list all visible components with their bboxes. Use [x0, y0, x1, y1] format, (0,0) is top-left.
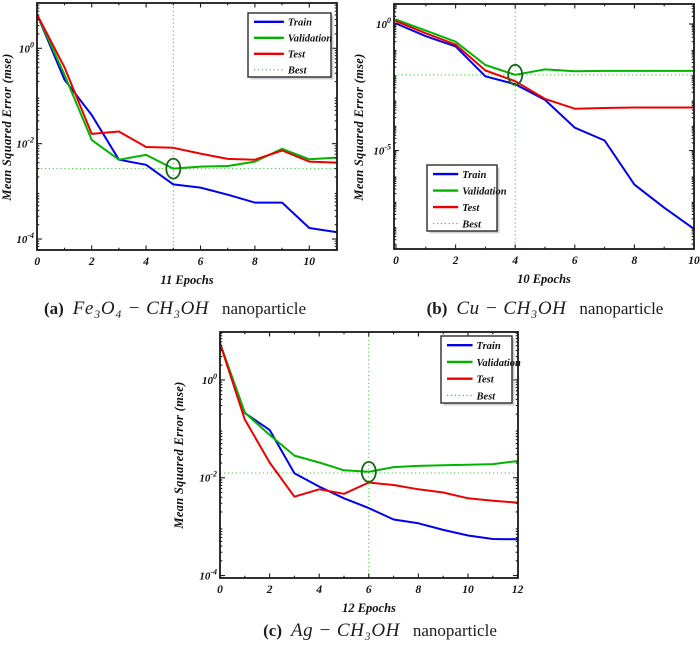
- axes-box: [36, 2, 338, 251]
- y-tick-label: 100: [19, 40, 34, 55]
- y-tick-label: 100: [376, 16, 391, 31]
- x-tick-label: 8: [416, 584, 422, 596]
- caption-label: (a): [43, 299, 64, 318]
- legend-item-test: Test: [477, 375, 495, 386]
- legend-item-train: Train: [288, 18, 312, 29]
- caption-label: (c): [263, 621, 282, 640]
- test-line: [36, 14, 338, 164]
- y-axis-label: Mean Squared Error (mse): [352, 53, 366, 201]
- legend-item-best: Best: [476, 391, 497, 402]
- legend: Train Validation Test Best: [247, 12, 334, 80]
- best-point-circle-marker: [360, 460, 377, 483]
- validation-line: [219, 342, 519, 473]
- figure-c-caption: (c) Ag − CH₃OH nanoparticle: [200, 620, 560, 642]
- training-performance-plot-a: 0 2 4 6 8 10 100 10-2 10-4 11 Epochs Mean Squared …: [0, 0, 350, 296]
- legend-item-train: Train: [462, 170, 486, 181]
- legend: Train Validation Test Best: [426, 164, 507, 234]
- y-axis-label: Mean Squared Error (mse): [172, 381, 186, 529]
- x-tick-label: 2: [266, 584, 273, 596]
- caption-suffix: nanoparticle: [412, 621, 497, 640]
- legend-item-best: Best: [461, 219, 482, 230]
- legend: Train Validation Test Best: [440, 335, 522, 406]
- ticks: [394, 3, 695, 249]
- caption-formula: Cu − CH₃OH: [456, 298, 567, 319]
- chart-svg-a: 0 2 4 6 8 10 100 10-2 10-4 11 Epochs Mean Squared …: [0, 2, 338, 287]
- y-tick-label: 100: [202, 372, 217, 387]
- chart-root: 0 2 4 6 8 10 100 10-5 10 Epochs Mean Squared Erro…: [352, 3, 700, 286]
- x-tick-label: 0: [217, 584, 223, 596]
- ticks: [219, 332, 519, 579]
- x-axis-label: 11 Epochs: [160, 273, 213, 287]
- train-line: [219, 342, 519, 541]
- x-tick-label: 8: [252, 256, 258, 268]
- chart-svg-b: 0 2 4 6 8 10 100 10-5 10 Epochs Mean Squared Erro…: [352, 3, 700, 286]
- x-tick-label: 10: [688, 255, 700, 267]
- caption-suffix: nanoparticle: [222, 299, 307, 318]
- y-tick-label: 10-5: [373, 143, 391, 158]
- chart-svg-c: 0 2 4 6 8 10 12 100 10-2 10-4 12 Epochs Mean Square…: [172, 331, 524, 615]
- legend-item-validation: Validation: [288, 34, 333, 45]
- training-performance-plot-b: 0 2 4 6 8 10 100 10-5 10 Epochs Mean Squared Erro…: [350, 0, 700, 296]
- y-tick-label: 10-4: [16, 231, 34, 246]
- y-tick-label: 10-2: [16, 136, 34, 151]
- legend-item-best: Best: [287, 66, 308, 77]
- x-tick-label: 6: [572, 255, 578, 267]
- x-tick-label: 8: [632, 255, 638, 267]
- x-tick-label: 0: [34, 256, 40, 268]
- legend-item-train: Train: [477, 341, 501, 352]
- x-tick-label: 4: [142, 256, 149, 268]
- x-tick-label: 6: [366, 584, 372, 596]
- train-line: [36, 14, 338, 234]
- ticks: [36, 3, 338, 251]
- best-point-circle-marker: [165, 157, 182, 180]
- x-tick-label: 4: [315, 584, 322, 596]
- caption-formula: Ag − CH₃OH: [290, 620, 400, 641]
- y-tick-label: 10-4: [199, 568, 217, 583]
- figure-b-caption: (b) Cu − CH₃OH nanoparticle: [370, 298, 700, 320]
- caption-label: (b): [426, 299, 448, 318]
- legend-item-test: Test: [288, 50, 306, 61]
- y-tick-label: 10-2: [199, 470, 217, 485]
- training-performance-plot-c: 0 2 4 6 8 10 12 100 10-2 10-4 12 Epochs Mean Square…: [150, 330, 550, 620]
- legend-item-validation: Validation: [477, 358, 522, 369]
- y-axis-label: Mean Squared Error (mse): [0, 53, 14, 201]
- legend-item-test: Test: [462, 203, 480, 214]
- x-tick-label: 0: [393, 255, 399, 267]
- x-tick-label: 6: [198, 256, 204, 268]
- x-tick-label: 2: [88, 256, 95, 268]
- caption-formula: Fe₃O₄ − CH₃OH: [72, 298, 210, 319]
- validation-line: [36, 14, 338, 170]
- caption-suffix: nanoparticle: [579, 299, 664, 318]
- x-tick-label: 2: [452, 255, 459, 267]
- x-tick-label: 10: [462, 584, 474, 596]
- validation-line: [395, 18, 695, 76]
- x-axis-label: 12 Epochs: [342, 601, 396, 615]
- x-tick-label: 12: [512, 584, 524, 596]
- x-tick-label: 4: [511, 255, 518, 267]
- x-axis-label: 10 Epochs: [517, 272, 571, 286]
- chart-root: 0 2 4 6 8 10 12 100 10-2 10-4 12 Epochs Mean Square…: [172, 331, 524, 615]
- chart-root: 0 2 4 6 8 10 100 10-2 10-4 11 Epochs Mean Squared …: [0, 2, 338, 287]
- x-tick-label: 10: [304, 256, 316, 268]
- legend-item-validation: Validation: [462, 186, 507, 197]
- figure-a-caption: (a) Fe₃O₄ − CH₃OH nanoparticle: [0, 298, 350, 320]
- test-line: [395, 20, 695, 110]
- best-point-circle-marker: [507, 63, 524, 86]
